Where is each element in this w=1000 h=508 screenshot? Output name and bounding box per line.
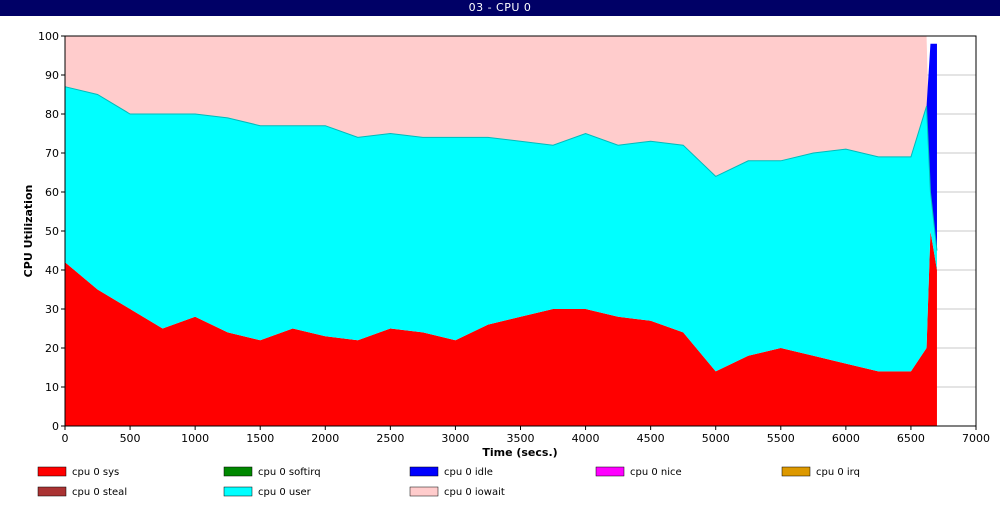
x-tick-label: 4000 xyxy=(572,432,600,445)
y-tick-label: 80 xyxy=(45,108,59,121)
line-cpu-0-user xyxy=(64,86,938,251)
legend-label: cpu 0 idle xyxy=(444,467,493,478)
x-tick-label: 5500 xyxy=(767,432,795,445)
legend-swatch xyxy=(781,466,811,477)
x-tick-label: 1000 xyxy=(181,432,209,445)
x-tick-label: 1500 xyxy=(246,432,274,445)
y-tick-label: 70 xyxy=(45,147,59,160)
data-areas xyxy=(64,36,938,426)
y-tick-label: 0 xyxy=(52,420,59,433)
y-tick-label: 10 xyxy=(45,381,59,394)
legend-label: cpu 0 irq xyxy=(816,467,860,478)
y-tick-label: 30 xyxy=(45,303,59,316)
x-tick-label: 2500 xyxy=(376,432,404,445)
x-tick-label: 3000 xyxy=(441,432,469,445)
legend-label: cpu 0 user xyxy=(258,487,312,498)
x-tick-label: 3500 xyxy=(507,432,535,445)
legend-item: cpu 0 iowait xyxy=(409,486,505,498)
x-tick-label: 7000 xyxy=(962,432,990,445)
x-tick-label: 0 xyxy=(62,432,69,445)
legend-swatch xyxy=(409,486,439,497)
legend-item: cpu 0 softirq xyxy=(223,466,321,478)
chart-container: 0 10 20 30 40 50 60 70 80 90 100 0 500 1000 1500 2000 25… xyxy=(0,16,1000,504)
x-tick-label: 6000 xyxy=(832,432,860,445)
legend-item: cpu 0 idle xyxy=(409,466,493,478)
legend-swatch xyxy=(37,486,67,497)
x-axis-label: Time (secs.) xyxy=(482,446,557,459)
legend-label: cpu 0 iowait xyxy=(444,487,505,498)
legend-item: cpu 0 irq xyxy=(781,466,860,478)
legend-swatch xyxy=(223,466,253,477)
y-tick-label: 90 xyxy=(45,69,59,82)
legend: cpu 0 sys cpu 0 softirq cpu 0 idle cpu 0 ni… xyxy=(37,466,860,498)
x-tick-label: 5000 xyxy=(702,432,730,445)
legend-swatch xyxy=(409,466,439,477)
legend-item: cpu 0 steal xyxy=(37,486,127,498)
legend-item: cpu 0 user xyxy=(223,486,312,498)
legend-item: cpu 0 sys xyxy=(37,466,119,478)
legend-swatch xyxy=(223,486,253,497)
legend-item: cpu 0 nice xyxy=(595,466,682,478)
x-tick-label: 500 xyxy=(120,432,141,445)
legend-swatch xyxy=(37,466,67,477)
y-axis-label: CPU Utilization xyxy=(22,185,35,278)
area-cpu-0-sys xyxy=(65,231,937,426)
x-tick-label: 2000 xyxy=(311,432,339,445)
legend-swatch xyxy=(595,466,625,477)
area-cpu-0-idle xyxy=(926,43,937,251)
legend-label: cpu 0 softirq xyxy=(258,467,321,478)
y-tick-label: 60 xyxy=(45,186,59,199)
y-tick-label: 50 xyxy=(45,225,59,238)
x-tick-label: 6500 xyxy=(897,432,925,445)
x-tick-label: 4500 xyxy=(637,432,665,445)
y-tick-label: 100 xyxy=(38,30,59,43)
window-title: 03 - CPU 0 xyxy=(468,1,532,14)
legend-label: cpu 0 nice xyxy=(630,467,682,478)
legend-label: cpu 0 sys xyxy=(72,467,119,478)
area-cpu-0-user xyxy=(65,86,937,372)
y-tick-label: 40 xyxy=(45,264,59,277)
window-title-bar: 03 - CPU 0 xyxy=(0,0,1000,16)
y-tick-label: 20 xyxy=(45,342,59,355)
legend-label: cpu 0 steal xyxy=(72,487,127,498)
area-cpu-0-iowait xyxy=(65,36,937,251)
